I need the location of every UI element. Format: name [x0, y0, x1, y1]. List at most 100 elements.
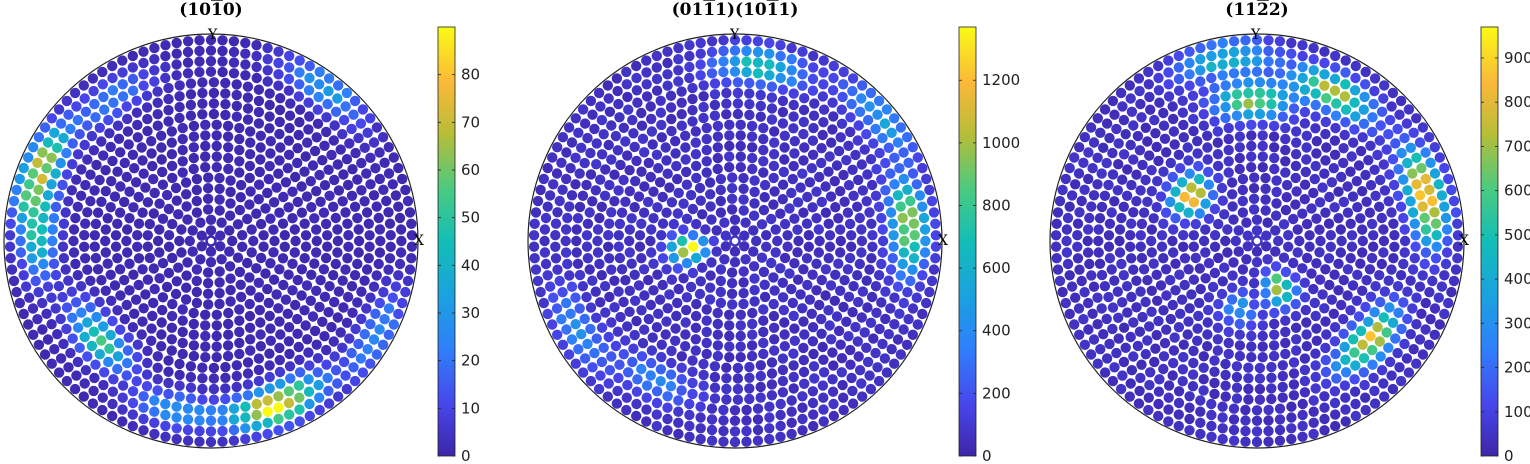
pole-dot: [1263, 415, 1274, 426]
pole-dot: [1052, 264, 1064, 275]
pole-dot: [715, 275, 726, 287]
pole-dot: [806, 308, 817, 319]
pole-dot: [24, 292, 35, 303]
colorbar-tick-label: 20: [461, 352, 480, 370]
pole-dot: [136, 329, 147, 340]
pole-dot: [1340, 67, 1351, 78]
pole-dot: [627, 114, 638, 126]
pole-dot: [191, 184, 202, 196]
pole-dot: [1174, 269, 1185, 280]
pole-dot: [759, 192, 770, 203]
pole-dot: [1113, 138, 1124, 149]
pole-dot: [1182, 142, 1193, 153]
colorbar-tick-label: 70: [461, 113, 480, 131]
pole-dot: [294, 354, 305, 365]
pole-dot: [804, 177, 816, 188]
pole-dot: [741, 415, 752, 426]
pole-dot: [779, 252, 791, 264]
pole-dot: [223, 329, 234, 340]
pole-dot: [857, 80, 868, 91]
pole-dot: [1405, 142, 1417, 153]
pole-dot: [729, 426, 741, 437]
pole-dot: [561, 297, 572, 309]
pole-dot: [264, 111, 275, 122]
pole-dot: [655, 95, 666, 107]
pole-dot: [859, 144, 870, 155]
pole-dot: [141, 381, 153, 392]
pole-dot: [1260, 266, 1271, 277]
pole-dot: [1206, 431, 1217, 442]
pole-dot: [793, 235, 804, 247]
pole-dot: [1079, 184, 1090, 195]
pole-dot: [1177, 364, 1189, 375]
pole-dot: [1401, 118, 1413, 129]
pole-dot: [273, 80, 284, 91]
colorbar-tick-label: 300: [1504, 314, 1530, 332]
pole-dot: [383, 168, 395, 179]
pole-dot: [636, 351, 648, 362]
pole-dot: [97, 404, 108, 416]
pole-dot: [337, 196, 348, 207]
pole-dot: [1184, 57, 1195, 69]
pole-dot: [79, 378, 90, 389]
pole-dot: [205, 415, 217, 426]
pole-dot: [404, 207, 416, 218]
pole-dot: [1320, 342, 1331, 354]
pole-dot: [1360, 404, 1371, 416]
pole-dot: [1169, 139, 1180, 150]
pole-dot: [596, 356, 608, 368]
pole-dot: [747, 318, 758, 330]
pole-dot: [789, 148, 800, 159]
pole-dot: [147, 310, 158, 322]
pole-dot: [807, 336, 819, 347]
pole-dot: [684, 409, 695, 421]
pole-dot: [1433, 292, 1445, 303]
pole-dot: [107, 398, 118, 410]
pole-dot: [786, 54, 797, 65]
pole-dot: [1167, 101, 1178, 112]
pole-dot: [353, 247, 364, 258]
pole-dot: [353, 132, 364, 144]
pole-dot: [704, 177, 716, 188]
pole-dot: [383, 303, 395, 314]
pole-dot: [1405, 329, 1417, 340]
pole-dot: [807, 85, 819, 96]
pole-dot: [907, 168, 919, 179]
pole-dot: [82, 264, 93, 275]
pole-dot: [1257, 130, 1268, 141]
pole-dot: [758, 326, 769, 338]
pole-dot: [1251, 246, 1263, 257]
pole-dot: [196, 230, 207, 241]
pole-dot: [1416, 163, 1427, 174]
pole-dot: [1076, 275, 1087, 287]
pole-dot: [1240, 404, 1251, 416]
pole-dot: [113, 133, 125, 144]
pole-dot: [160, 409, 171, 421]
pole-dot: [1398, 212, 1409, 224]
pole-dot: [1329, 386, 1341, 397]
pole-dot: [1061, 224, 1073, 235]
pole-dot: [167, 172, 178, 184]
pole-dot: [1368, 372, 1379, 384]
pole-dot: [119, 274, 130, 286]
pole-dot: [225, 273, 236, 284]
pole-dot: [1251, 257, 1263, 268]
pole-dot: [721, 109, 732, 120]
pole-dot: [1165, 196, 1176, 208]
pole-dot: [1336, 235, 1347, 247]
pole-dot: [1326, 177, 1338, 188]
pole-dot: [1209, 241, 1221, 252]
pole-dot: [811, 186, 822, 197]
pole-dot: [818, 392, 829, 403]
pole-dot: [1338, 157, 1349, 169]
pole-dot: [1416, 308, 1427, 319]
pole-dot: [1310, 360, 1321, 371]
pole-dot: [827, 347, 838, 358]
pole-dot: [40, 201, 51, 212]
pole-dot: [898, 173, 909, 185]
pole-dot: [313, 379, 324, 391]
pole-dot: [160, 61, 171, 73]
pole-dot: [1183, 264, 1194, 275]
pole-dot: [242, 103, 254, 114]
pole-dot: [1219, 209, 1230, 220]
